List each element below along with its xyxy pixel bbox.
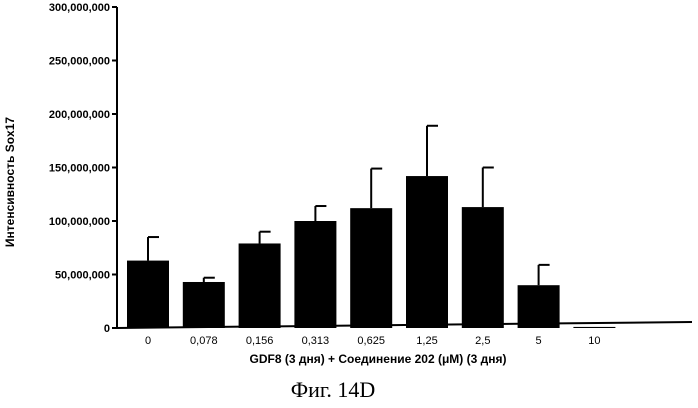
bar bbox=[294, 221, 336, 328]
bar bbox=[239, 243, 281, 328]
bar bbox=[573, 327, 615, 328]
y-tick-label: 100,000,000 bbox=[49, 216, 110, 228]
y-tick-label: 150,000,000 bbox=[49, 163, 110, 175]
bar bbox=[127, 261, 169, 328]
x-tick-label: 1,25 bbox=[416, 335, 437, 347]
x-tick-label: 10 bbox=[588, 335, 600, 347]
y-tick-label: 0 bbox=[104, 323, 110, 335]
y-tick-label: 200,000,000 bbox=[49, 109, 110, 121]
bar bbox=[350, 208, 392, 328]
bar bbox=[518, 285, 560, 328]
y-tick-label: 250,000,000 bbox=[49, 56, 110, 68]
x-tick-label: 0,156 bbox=[246, 335, 274, 347]
y-tick-label: 300,000,000 bbox=[49, 2, 110, 14]
y-axis: 0 50,000,000 100,000,000 150,000,000 200,000… bbox=[49, 2, 117, 335]
figure-caption: Фиг. 14D bbox=[291, 377, 376, 402]
x-tick-label: 2,5 bbox=[475, 335, 490, 347]
x-tick-label: 0,313 bbox=[302, 335, 330, 347]
bar bbox=[183, 282, 225, 328]
x-tick-label: 0 bbox=[145, 335, 151, 347]
x-tick-label: 0,625 bbox=[357, 335, 385, 347]
bar bbox=[406, 176, 448, 328]
bars bbox=[127, 126, 615, 328]
x-tick-label: 5 bbox=[536, 335, 542, 347]
y-axis-title: Интенсивность Sox17 bbox=[3, 117, 17, 247]
x-tick-label: 0,078 bbox=[190, 335, 218, 347]
x-axis-title: GDF8 (3 дня) + Соединение 202 (μM) (3 дн… bbox=[250, 352, 507, 366]
bar bbox=[462, 207, 504, 328]
y-tick-label: 50,000,000 bbox=[55, 270, 110, 282]
